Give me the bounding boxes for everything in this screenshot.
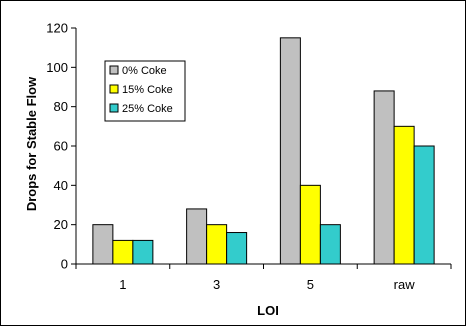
y-tick-label: 60	[54, 139, 68, 154]
x-axis-title: LOI	[257, 303, 279, 318]
bars	[92, 37, 435, 265]
y-tick-label: 80	[54, 99, 68, 114]
legend-label: 15% Coke	[122, 84, 173, 96]
bar-25-coke-1	[132, 239, 154, 265]
bar-0-coke-3	[186, 208, 208, 265]
bar-15-coke-3	[206, 224, 228, 265]
y-tick-label: 0	[61, 257, 68, 272]
x-axis-ticks: 1 3 5 raw	[75, 264, 452, 292]
bar-0-coke-1	[92, 224, 114, 265]
legend-label: 0% Coke	[122, 65, 167, 77]
bar-15-coke-raw	[393, 125, 415, 265]
x-tick-label: 5	[307, 277, 314, 292]
bar-0-coke-raw	[373, 90, 395, 265]
y-tick-label: 20	[54, 217, 68, 232]
bar-25-coke-3	[226, 232, 248, 265]
y-axis-title: Drops for Stable Flow	[24, 76, 39, 211]
y-tick-label: 100	[46, 60, 68, 75]
legend-swatch	[109, 84, 119, 94]
legend: 0% Coke 15% Coke 25% Coke	[104, 60, 186, 122]
x-tick-label: raw	[394, 277, 416, 292]
legend-label: 25% Coke	[122, 103, 173, 115]
bar-25-coke-raw	[413, 145, 435, 265]
legend-swatch	[109, 103, 119, 113]
legend-swatch	[109, 65, 119, 75]
bar-15-coke-1	[112, 239, 134, 265]
bar-15-coke-5	[299, 184, 321, 265]
y-tick-label: 40	[54, 178, 68, 193]
bar-25-coke-5	[319, 224, 341, 265]
bar-0-coke-5	[279, 37, 301, 265]
x-tick-label: 3	[213, 277, 220, 292]
x-tick-label: 1	[119, 277, 126, 292]
y-axis-ticks: 0 20 40 60 80 100 120	[46, 21, 76, 272]
y-tick-label: 120	[46, 21, 68, 36]
